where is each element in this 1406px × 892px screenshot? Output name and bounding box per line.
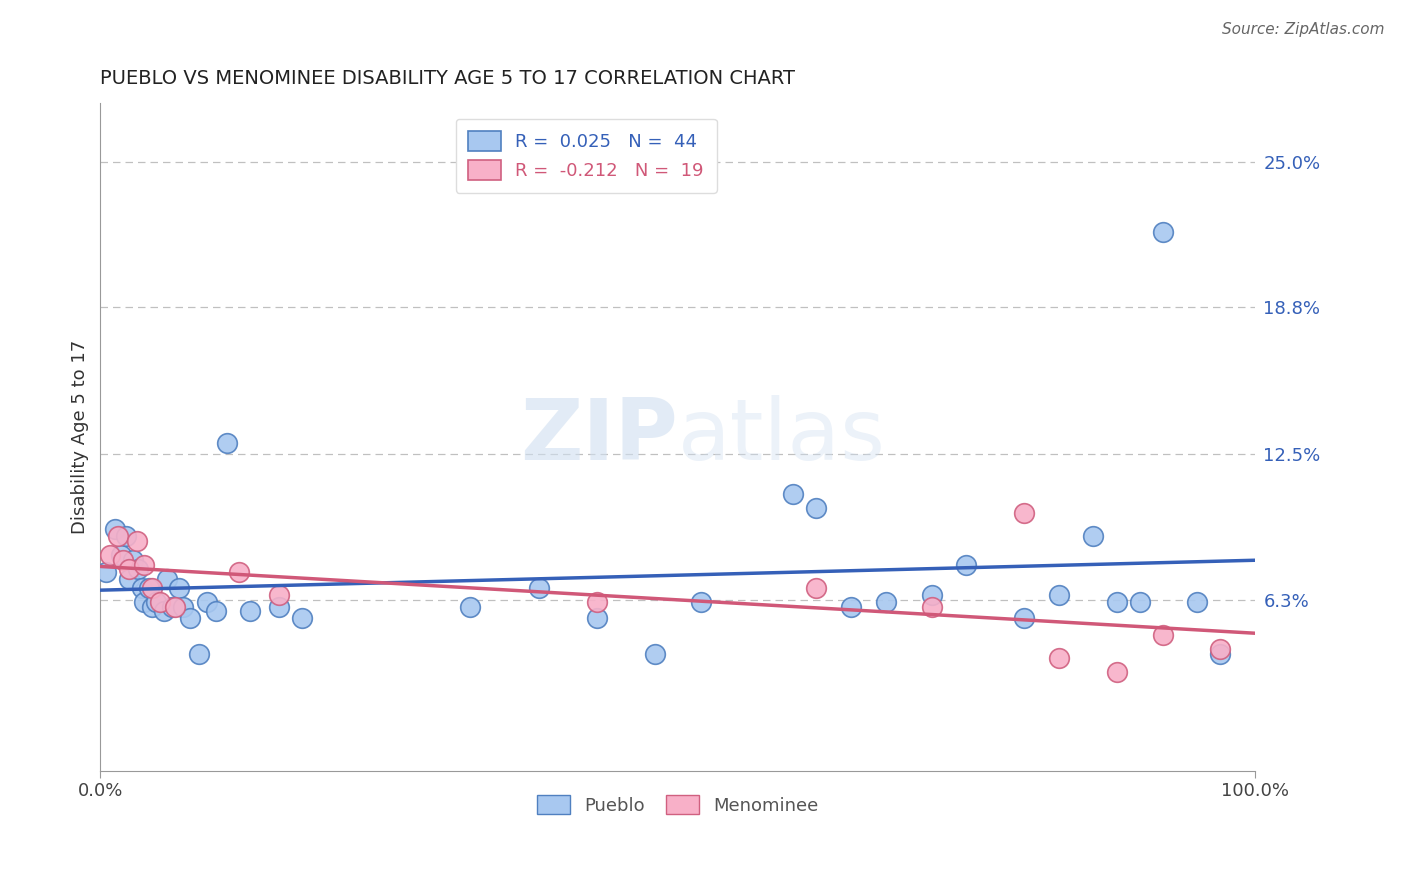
Point — [118, 572, 141, 586]
Point — [110, 548, 132, 562]
Point — [586, 595, 609, 609]
Point — [269, 588, 291, 602]
Point — [1083, 529, 1105, 543]
Point — [134, 595, 156, 609]
Point — [156, 572, 179, 586]
Point — [127, 534, 149, 549]
Point — [458, 599, 481, 614]
Point — [138, 581, 160, 595]
Point — [205, 604, 228, 618]
Point — [644, 647, 666, 661]
Point — [1105, 595, 1128, 609]
Point — [104, 522, 127, 536]
Point — [153, 604, 176, 618]
Point — [239, 604, 262, 618]
Point — [875, 595, 897, 609]
Point — [806, 581, 828, 595]
Point — [160, 599, 183, 614]
Point — [527, 581, 550, 595]
Point — [217, 435, 239, 450]
Point — [141, 599, 163, 614]
Point — [291, 611, 314, 625]
Point — [127, 562, 149, 576]
Point — [1152, 225, 1174, 239]
Point — [1012, 506, 1035, 520]
Point — [586, 611, 609, 625]
Point — [839, 599, 862, 614]
Point — [689, 595, 711, 609]
Point — [94, 565, 117, 579]
Point — [141, 581, 163, 595]
Point — [1129, 595, 1152, 609]
Point — [806, 501, 828, 516]
Point — [173, 599, 195, 614]
Point — [921, 588, 943, 602]
Point — [167, 581, 190, 595]
Point — [149, 595, 172, 609]
Point — [955, 558, 977, 572]
Legend: Pueblo, Menominee: Pueblo, Menominee — [530, 788, 825, 822]
Point — [145, 595, 167, 609]
Text: PUEBLO VS MENOMINEE DISABILITY AGE 5 TO 17 CORRELATION CHART: PUEBLO VS MENOMINEE DISABILITY AGE 5 TO … — [100, 69, 796, 87]
Point — [195, 595, 218, 609]
Point — [1152, 628, 1174, 642]
Point — [1209, 647, 1232, 661]
Point — [131, 581, 153, 595]
Point — [269, 599, 291, 614]
Text: ZIP: ZIP — [520, 395, 678, 478]
Point — [98, 548, 121, 562]
Point — [921, 599, 943, 614]
Point — [1047, 588, 1070, 602]
Point — [1187, 595, 1209, 609]
Point — [1047, 651, 1070, 665]
Point — [165, 599, 187, 614]
Point — [107, 529, 129, 543]
Point — [1105, 665, 1128, 680]
Point — [179, 611, 201, 625]
Y-axis label: Disability Age 5 to 17: Disability Age 5 to 17 — [72, 340, 89, 534]
Point — [112, 553, 135, 567]
Point — [134, 558, 156, 572]
Point — [187, 647, 209, 661]
Point — [118, 562, 141, 576]
Text: Source: ZipAtlas.com: Source: ZipAtlas.com — [1222, 22, 1385, 37]
Point — [228, 565, 250, 579]
Point — [121, 553, 143, 567]
Text: atlas: atlas — [678, 395, 886, 478]
Point — [1209, 641, 1232, 656]
Point — [1012, 611, 1035, 625]
Point — [114, 529, 136, 543]
Point — [782, 487, 804, 501]
